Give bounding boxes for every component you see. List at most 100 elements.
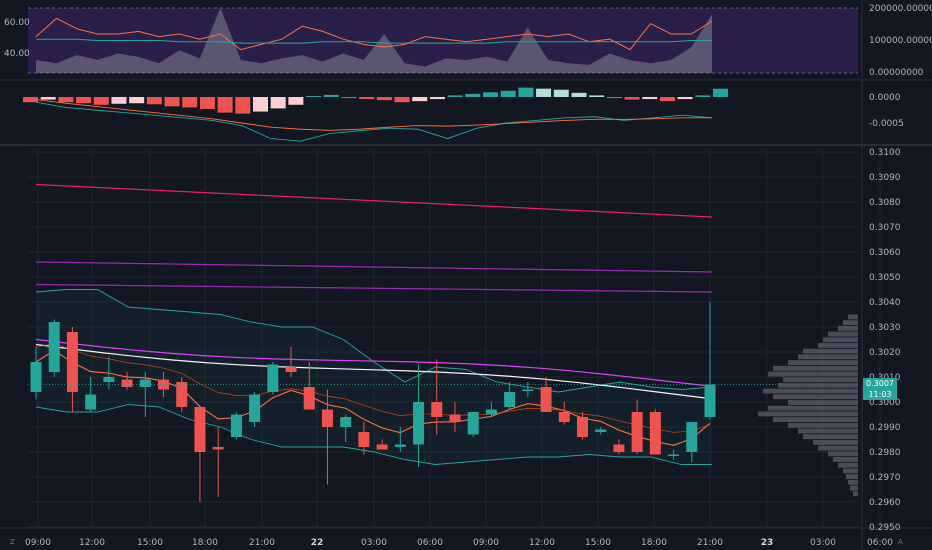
- price-tick: 0.3030: [869, 323, 901, 333]
- osc-left-tick: 40.00: [4, 49, 30, 59]
- volume-profile-bar: [850, 485, 858, 491]
- macd-histogram-bar: [129, 97, 145, 104]
- volume-profile-bar: [773, 417, 858, 423]
- volume-profile-bar: [758, 411, 858, 417]
- volume-profile-bar: [788, 422, 858, 428]
- bollinger-lower: [35, 404, 712, 465]
- time-tick: 03:00: [810, 538, 836, 548]
- time-tick: 09:00: [473, 538, 499, 548]
- candle-body: [613, 444, 625, 452]
- price-tick: 0.3000: [869, 398, 901, 408]
- volume-profile-bar: [803, 434, 858, 440]
- macd-histogram-bar: [341, 97, 357, 99]
- candle-body: [485, 409, 497, 415]
- time-tick: 06:00: [417, 538, 443, 548]
- volume-profile-bar: [838, 325, 858, 331]
- candle-body: [576, 417, 588, 437]
- price-tick: 0.3090: [869, 173, 901, 183]
- volume-profile-bar: [818, 445, 858, 451]
- timezone-badge[interactable]: Z: [10, 538, 15, 546]
- auto-scale-badge[interactable]: A: [898, 538, 903, 546]
- moving-average-ma_purple1: [35, 261, 713, 273]
- macd-histogram-bar: [288, 97, 304, 105]
- moving-average-ma_white: [35, 343, 713, 400]
- macd-histogram-bar: [111, 97, 127, 104]
- macd-histogram-bar: [394, 97, 410, 103]
- macd-histogram-bar: [376, 97, 392, 101]
- volume-profile-bar: [853, 491, 858, 497]
- last-price-tag: 0.3007: [863, 378, 897, 389]
- volume-area: [36, 8, 712, 73]
- price-tick: 0.3080: [869, 198, 901, 208]
- time-tick: 12:00: [529, 538, 555, 548]
- candle-body: [139, 379, 151, 387]
- price-tick: 0.2950: [869, 523, 901, 533]
- price-tick: 0.2970: [869, 473, 901, 483]
- volume-profile-bar: [846, 474, 858, 480]
- volume-profile-bar: [803, 348, 858, 354]
- macd-histogram-bar: [164, 97, 180, 107]
- volume-profile-bar: [833, 457, 858, 462]
- candle-body: [449, 414, 461, 422]
- price-tick: 0.3020: [869, 348, 901, 358]
- candle-body: [121, 379, 133, 387]
- candle-body: [194, 407, 206, 452]
- osc-right-tick: 200000.00000000: [869, 4, 932, 14]
- osc-left-tick: 60.00: [4, 18, 30, 28]
- macd-histogram-bar: [536, 88, 552, 97]
- candle-body: [467, 412, 479, 435]
- axes: 200000.00000000 100000.00000000 0.00000000…: [25, 4, 932, 548]
- volume-profile-bar: [778, 382, 858, 388]
- time-tick: 18:00: [641, 538, 667, 548]
- volume-profile-bar: [773, 365, 858, 371]
- time-tick: 23: [761, 538, 774, 548]
- volume-profile-bar: [773, 394, 858, 400]
- candle-body: [649, 412, 661, 455]
- volume-profile-bar: [783, 377, 858, 383]
- short-ema: [35, 349, 711, 446]
- time-tick: 09:00: [25, 538, 51, 548]
- candle-body: [558, 412, 570, 422]
- volume-profile-bar: [818, 343, 858, 348]
- macd-histogram-bar: [323, 94, 339, 97]
- macd-histogram-bar: [412, 97, 428, 102]
- candle-body: [249, 394, 261, 422]
- volume-profile-bar: [798, 354, 858, 360]
- candle-body: [522, 389, 534, 391]
- candle-body: [66, 332, 78, 392]
- macd-histogram-bar: [235, 97, 251, 114]
- time-tick: 15:00: [585, 538, 611, 548]
- macd-histogram-bar: [40, 97, 56, 100]
- macd-histogram-bar: [182, 97, 198, 108]
- candle-body: [30, 362, 42, 392]
- time-tick: 21:00: [697, 538, 723, 548]
- price-tick: 0.2960: [869, 498, 901, 508]
- oscillator-panel: 60.00 40.00: [4, 7, 858, 74]
- macd-histogram-bar: [713, 88, 728, 97]
- volume-profile-bar: [838, 462, 858, 468]
- volume-profile-bar: [843, 468, 858, 474]
- macd-histogram-bar: [624, 97, 640, 100]
- candle-body: [376, 444, 388, 450]
- time-tick: 06:00: [867, 538, 893, 548]
- macd-histogram-bar: [589, 95, 605, 97]
- macd-histogram-bar: [199, 97, 215, 109]
- macd-histogram-bar: [677, 97, 693, 100]
- macd-histogram-bar: [76, 97, 92, 104]
- macd-histogram-bar: [642, 97, 658, 100]
- price-tick: 0.3050: [869, 273, 901, 283]
- volume-profile-bar: [848, 479, 858, 485]
- macd-histogram-bar: [93, 97, 109, 105]
- candle-body: [504, 392, 516, 407]
- candle-body: [631, 412, 643, 452]
- time-tick: 21:00: [249, 538, 275, 548]
- candle-body: [285, 367, 297, 372]
- volume-profile-bar: [788, 400, 858, 405]
- macd-histogram-bar: [465, 93, 481, 97]
- price-tick: 0.2980: [869, 448, 901, 458]
- candle-body: [85, 394, 97, 410]
- candle-body: [340, 417, 352, 427]
- volume-profile-bar: [823, 337, 858, 343]
